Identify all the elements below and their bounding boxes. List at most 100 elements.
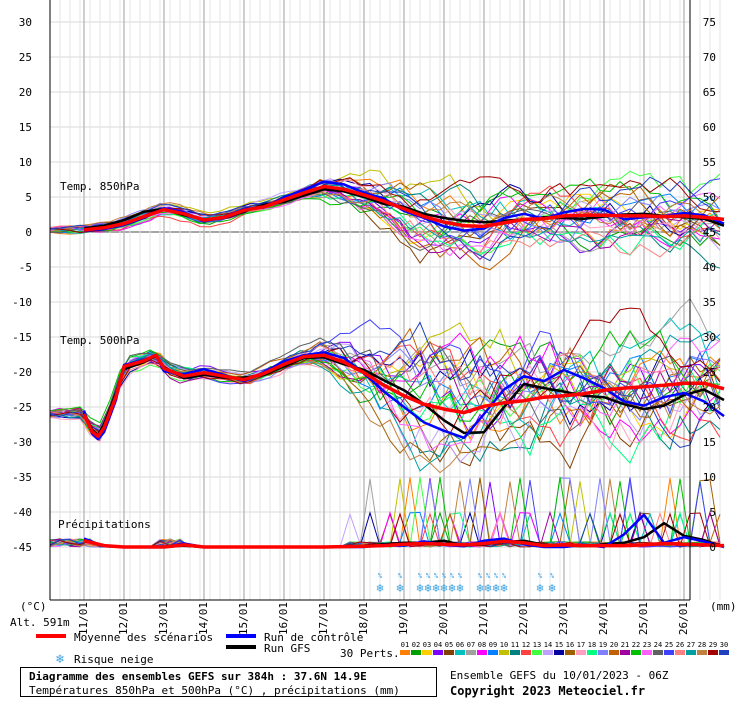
pert-number-label: 02 [412, 641, 420, 649]
pert-color-swatch [609, 650, 619, 655]
pert-color-swatch [620, 650, 630, 655]
snow-pct-mark: % [418, 572, 423, 580]
mean-850-line [83, 184, 725, 232]
pert-color-swatch [576, 650, 586, 655]
left-tick-label: -30 [12, 436, 32, 449]
pert-number-label: 11 [511, 641, 519, 649]
chart-title: Diagramme des ensembles GEFS sur 384h : … [29, 670, 367, 683]
right-tick-label: 60 [703, 121, 716, 134]
pert-color-swatch [499, 650, 509, 655]
pert-color-swatch [466, 650, 476, 655]
date-tick-label: 17/01 [317, 602, 330, 635]
snow-pct-mark: % [486, 572, 491, 580]
pert-number-label: 14 [544, 641, 552, 649]
date-tick-label: 20/01 [437, 602, 450, 635]
pert-850-line [49, 190, 721, 232]
pert-color-swatch [653, 650, 663, 655]
left-tick-label: 10 [19, 156, 32, 169]
left-tick-label: -15 [12, 331, 32, 344]
legend-snow-icon: ❄ [55, 652, 64, 667]
right-tick-label: 10 [703, 471, 716, 484]
pert-number-label: 22 [632, 641, 640, 649]
pert-number-label: 09 [489, 641, 497, 649]
pert-color-swatch [565, 650, 575, 655]
snow-flake-icon: ❄ [416, 581, 423, 595]
pert-number-label: 04 [434, 641, 442, 649]
right-tick-label: 55 [703, 156, 716, 169]
date-tick-label: 14/01 [197, 602, 210, 635]
left-tick-label: -5 [19, 261, 32, 274]
pert-color-swatch [433, 650, 443, 655]
pert-number-label: 06 [456, 641, 464, 649]
pert-number-label: 08 [478, 641, 486, 649]
snow-flake-icon: ❄ [456, 581, 463, 595]
date-tick-label: 25/01 [637, 602, 650, 635]
left-axis-unit: (°C) [20, 600, 47, 613]
pert-500-line [49, 319, 721, 432]
legend-snow-label: Risque neige [74, 653, 154, 666]
left-tick-label: -20 [12, 366, 32, 379]
snow-pct-mark: % [502, 572, 507, 580]
pert-number-label: 12 [522, 641, 530, 649]
legend-control-label: Run de contrôle [264, 631, 364, 644]
legend-gfs-label: Run GFS [264, 642, 311, 655]
right-tick-label: 30 [703, 331, 716, 344]
chart-subtitle: Températures 850hPa et 500hPa (°C) , pré… [29, 684, 400, 697]
panel-label-precip: Précipitations [58, 518, 151, 531]
left-tick-label: -40 [12, 506, 32, 519]
mean-precip-line [83, 539, 725, 549]
date-tick-label: 13/01 [157, 602, 170, 635]
snow-flake-icon: ❄ [424, 581, 431, 595]
pert-color-swatch [642, 650, 652, 655]
left-tick-label: -35 [12, 471, 32, 484]
pert-color-swatch [543, 650, 553, 655]
snow-pct-mark: % [426, 572, 431, 580]
grid-lines [49, 0, 721, 600]
snow-pct-mark: % [450, 572, 455, 580]
pert-number-label: 28 [698, 641, 706, 649]
left-tick-label: 20 [19, 86, 32, 99]
snow-flake-icon: ❄ [448, 581, 455, 595]
snow-pct-mark: % [538, 572, 543, 580]
right-tick-label: 35 [703, 296, 716, 309]
date-tick-label: 16/01 [277, 602, 290, 635]
pert-number-label: 18 [588, 641, 596, 649]
pert-number-label: 26 [676, 641, 684, 649]
pert-850-line [49, 176, 721, 262]
pert-850-line [49, 178, 721, 238]
pert-number-label: 01 [401, 641, 409, 649]
legend-mean-label: Moyenne des scénarios [74, 631, 214, 644]
snow-flake-icon: ❄ [396, 581, 403, 595]
pert-number-label: 03 [423, 641, 431, 649]
pert-color-swatch [554, 650, 564, 655]
right-axis-unit: (mm) [710, 600, 737, 613]
chart-title-box: Diagramme des ensembles GEFS sur 384h : … [20, 667, 437, 697]
pert-color-swatch [510, 650, 520, 655]
pert-number-label: 15 [555, 641, 563, 649]
date-tick-label: 23/01 [557, 602, 570, 635]
right-tick-label: 0 [709, 541, 716, 554]
pert-850-line [49, 179, 721, 242]
pert-color-swatch [488, 650, 498, 655]
left-tick-label: -45 [12, 541, 32, 554]
snow-pct-mark: % [442, 572, 447, 580]
pert-color-swatch [631, 650, 641, 655]
right-tick-label: 15 [703, 436, 716, 449]
snow-pct-mark: % [398, 572, 403, 580]
date-tick-label: 21/01 [477, 602, 490, 635]
pert-number-label: 21 [621, 641, 629, 649]
pert-color-swatch [675, 650, 685, 655]
pert-number-label: 23 [643, 641, 651, 649]
right-tick-label: 5 [709, 506, 716, 519]
pert-color-swatch [664, 650, 674, 655]
snow-flake-icon: ❄ [492, 581, 499, 595]
left-tick-label: -10 [12, 296, 32, 309]
pert-number-label: 16 [566, 641, 574, 649]
date-tick-label: 12/01 [117, 602, 130, 635]
pert-850-line [49, 186, 721, 254]
right-tick-label: 70 [703, 51, 716, 64]
pert-color-swatch [598, 650, 608, 655]
right-tick-label: 65 [703, 86, 716, 99]
